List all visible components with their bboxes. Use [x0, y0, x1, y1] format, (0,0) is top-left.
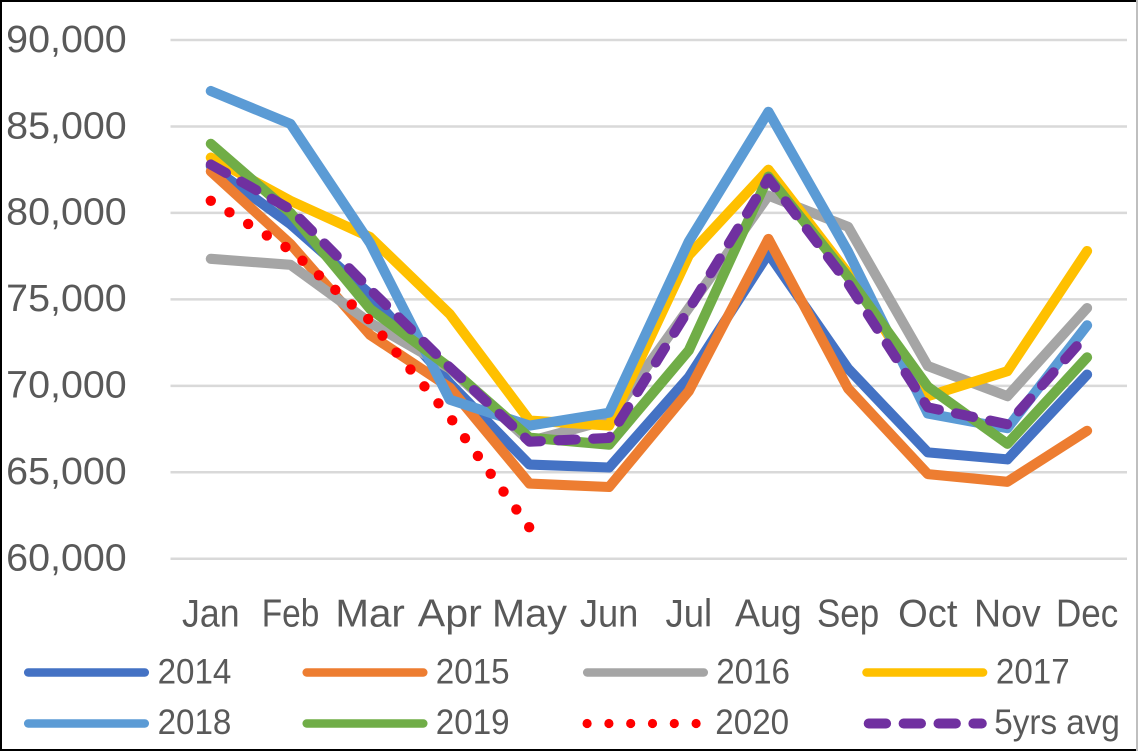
svg-text:2014: 2014 — [158, 653, 232, 692]
svg-text:2017: 2017 — [996, 653, 1070, 692]
svg-text:Dec: Dec — [1056, 593, 1118, 636]
svg-text:May: May — [492, 593, 568, 636]
svg-text:Jan: Jan — [182, 593, 240, 636]
svg-text:70,000: 70,000 — [6, 364, 127, 406]
svg-text:Apr: Apr — [418, 593, 482, 636]
svg-text:Nov: Nov — [974, 593, 1041, 636]
svg-text:5yrs avg: 5yrs avg — [994, 703, 1120, 742]
svg-text:75,000: 75,000 — [6, 277, 127, 319]
svg-text:65,000: 65,000 — [6, 450, 127, 492]
svg-text:Oct: Oct — [898, 593, 958, 636]
svg-text:2015: 2015 — [436, 653, 510, 692]
svg-text:2018: 2018 — [158, 703, 232, 742]
svg-text:Feb: Feb — [262, 593, 320, 636]
svg-text:60,000: 60,000 — [6, 537, 127, 579]
svg-text:Jul: Jul — [665, 593, 712, 636]
svg-text:Sep: Sep — [817, 593, 879, 636]
svg-text:2020: 2020 — [715, 703, 789, 742]
svg-text:90,000: 90,000 — [6, 18, 127, 60]
svg-text:2019: 2019 — [436, 703, 510, 742]
svg-text:2016: 2016 — [716, 653, 790, 692]
svg-text:85,000: 85,000 — [6, 104, 127, 146]
svg-text:Mar: Mar — [335, 593, 405, 636]
svg-text:80,000: 80,000 — [6, 191, 127, 233]
svg-text:Jun: Jun — [580, 593, 639, 636]
svg-text:Aug: Aug — [735, 593, 802, 636]
